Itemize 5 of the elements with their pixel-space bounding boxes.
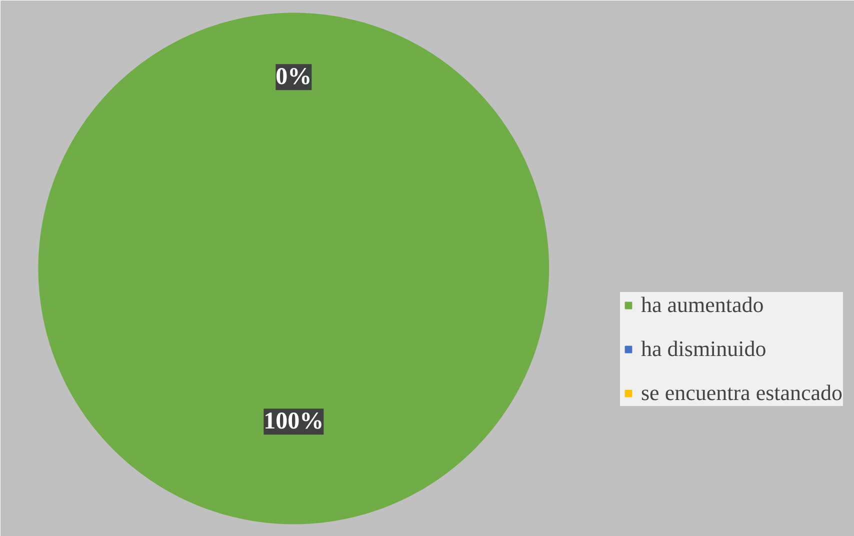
text: 0% (276, 64, 312, 90)
legend-label: se encuentra estancado (641, 380, 843, 406)
legend-label: ha aumentado (641, 292, 765, 318)
data-label: 100% (264, 408, 324, 435)
legend-label: ha disminuido (641, 336, 768, 362)
